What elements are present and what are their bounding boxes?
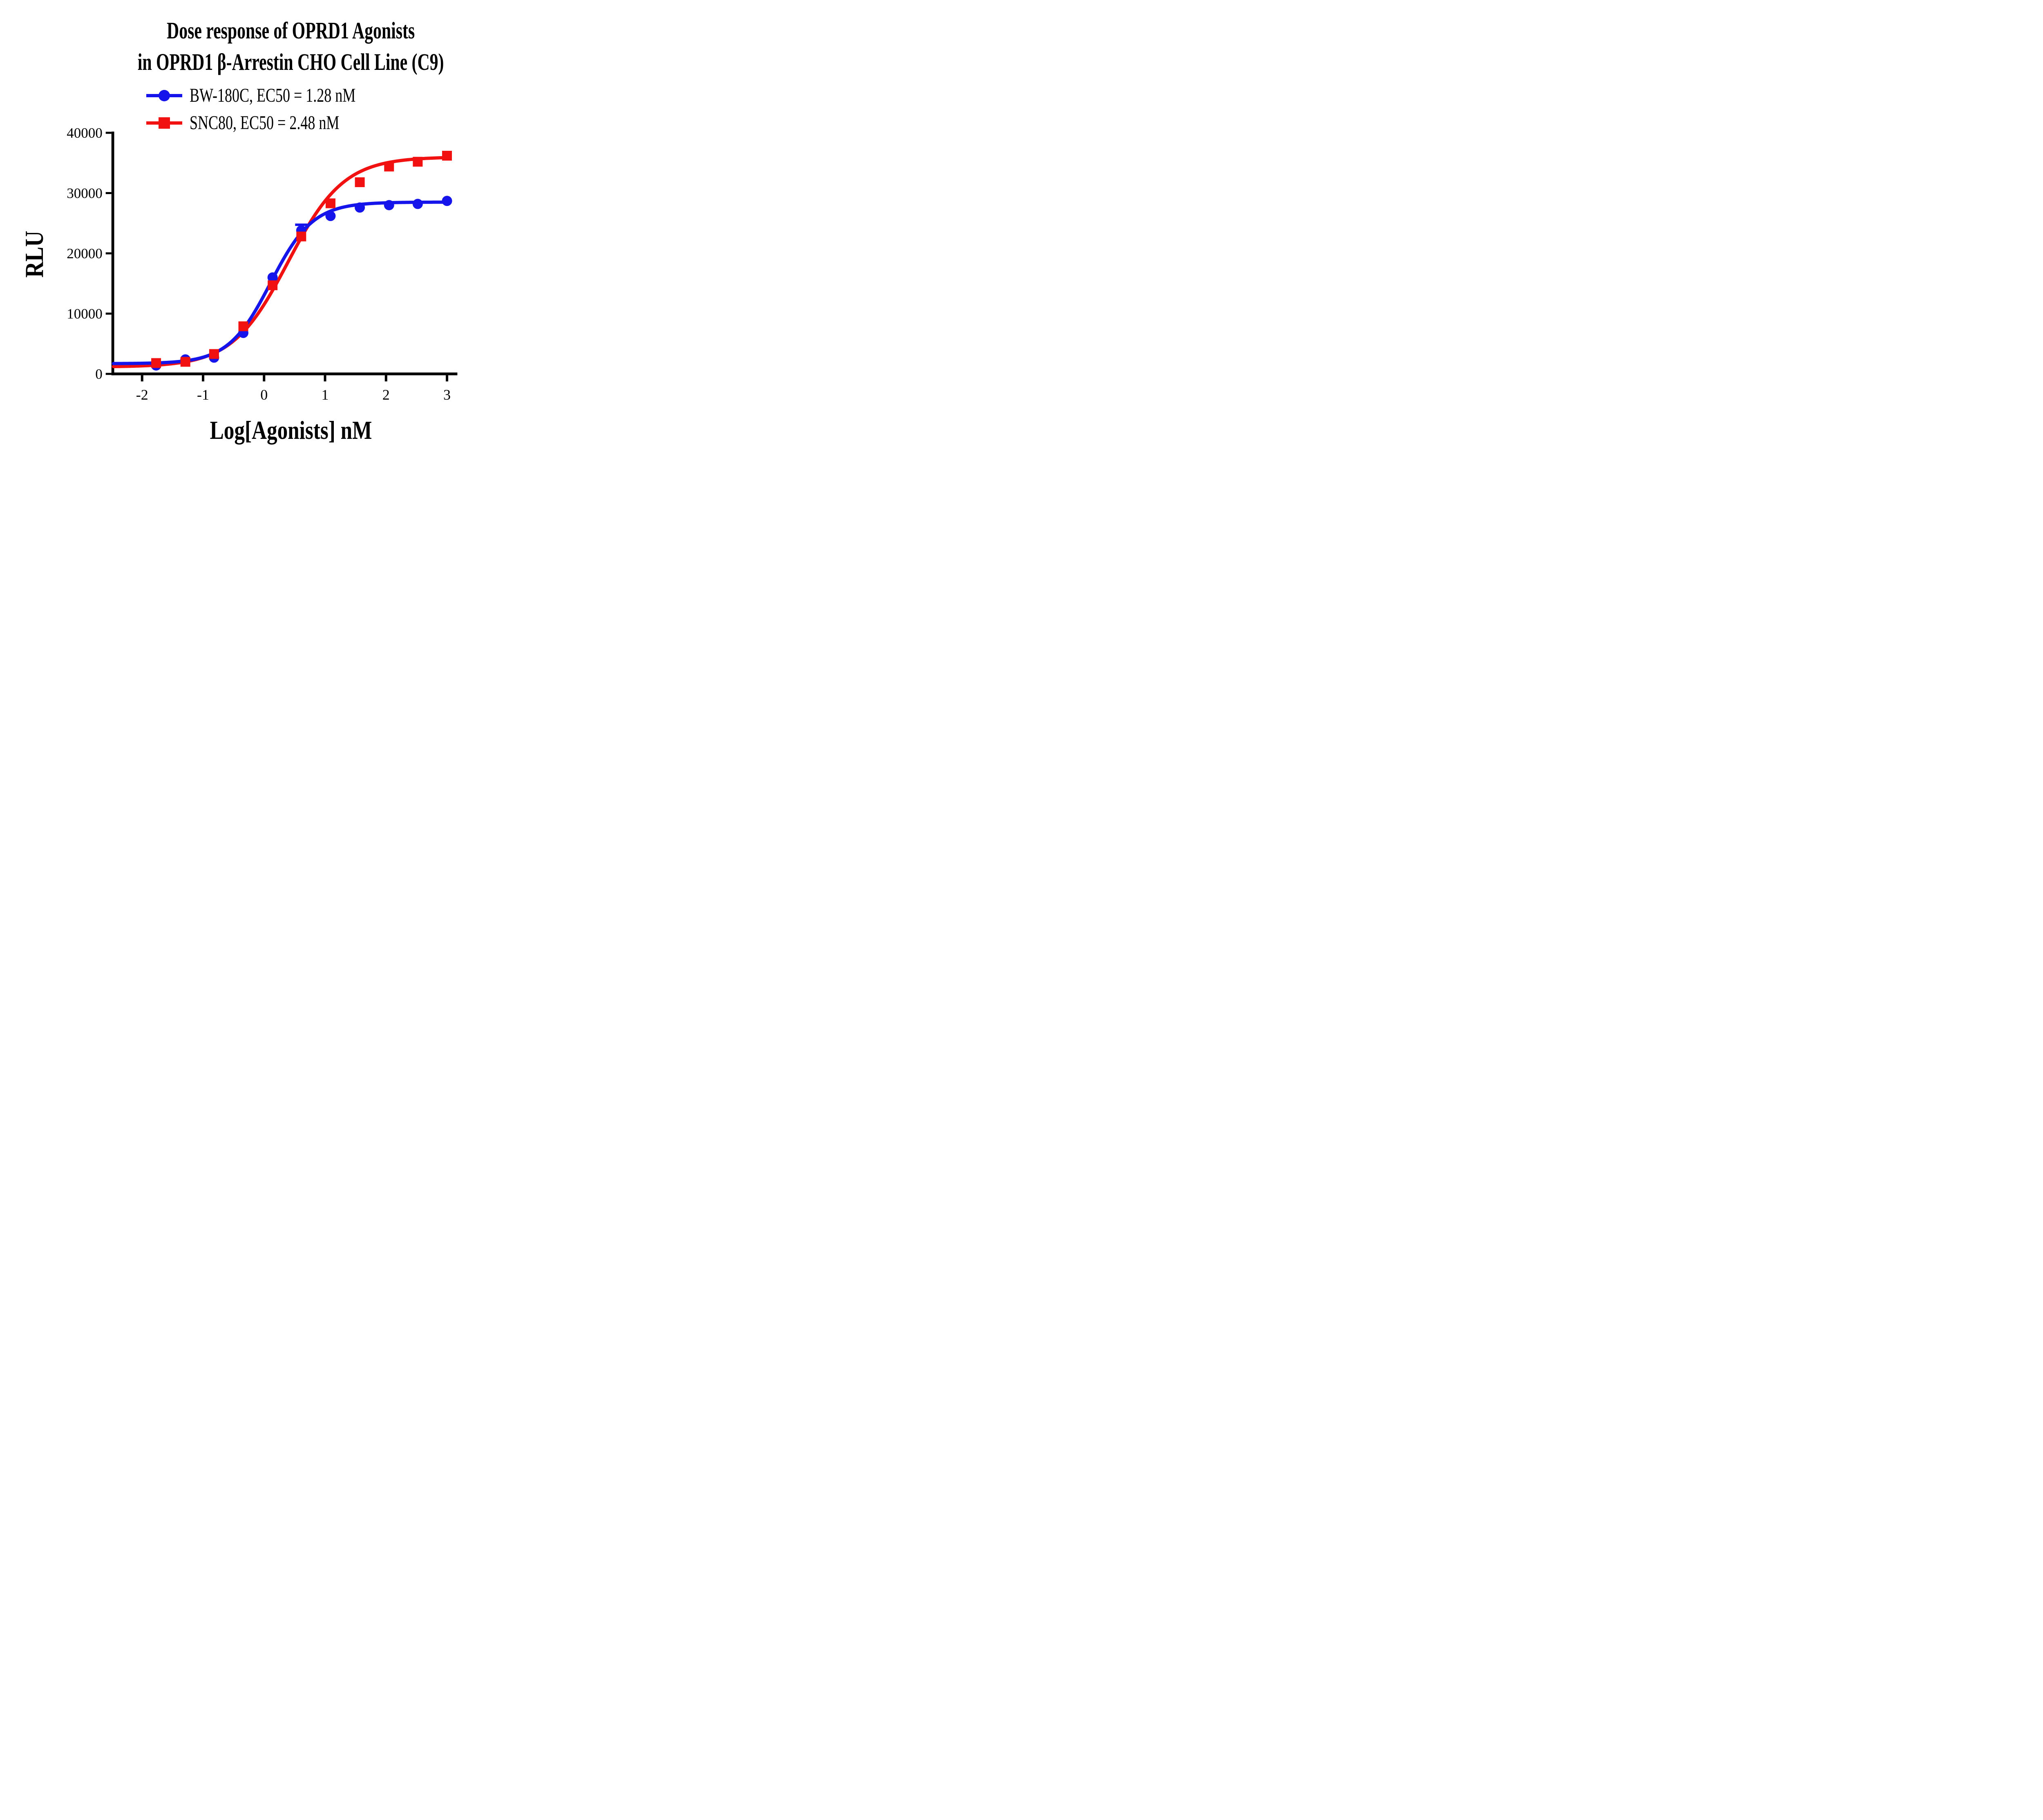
- data-point-SNC80-4: [268, 280, 278, 291]
- data-point-BW-180C-4: [267, 272, 278, 283]
- y-tick-label-40000: 40000: [67, 125, 103, 141]
- x-tick-2: [384, 375, 387, 382]
- y-tick-30000: [105, 192, 112, 194]
- data-point-SNC80-9: [413, 157, 423, 167]
- data-point-SNC80-0: [151, 358, 161, 368]
- data-point-BW-180C-8: [384, 200, 394, 210]
- legend-label-snc80: SNC80, EC50 = 2.48 nM: [190, 112, 340, 134]
- legend-marker-circle-icon: [146, 90, 182, 101]
- y-tick-10000: [105, 313, 112, 315]
- data-point-SNC80-2: [209, 349, 219, 359]
- data-point-SNC80-8: [384, 161, 394, 172]
- x-tick-label-3: 3: [443, 387, 451, 403]
- legend-item-bw180c: BW-180C, EC50 = 1.28 nM: [145, 85, 411, 106]
- y-tick-40000: [105, 132, 112, 134]
- data-point-SNC80-1: [180, 357, 190, 367]
- data-point-BW-180C-9: [412, 199, 423, 209]
- chart-title-line-2-text: in OPRD1 β-Arrestin CHO Cell Line (C9): [138, 49, 444, 75]
- y-tick-label-20000: 20000: [67, 246, 103, 262]
- x-tick-label-1: 1: [322, 387, 329, 403]
- data-point-SNC80-3: [238, 321, 248, 331]
- data-point-BW-180C-10: [442, 196, 452, 206]
- y-tick-20000: [105, 252, 112, 255]
- legend-item-snc80: SNC80, EC50 = 2.48 nM: [145, 112, 389, 134]
- data-point-SNC80-10: [442, 151, 452, 161]
- x-tick-3: [446, 375, 448, 382]
- x-tick-label-2: 2: [382, 387, 390, 403]
- y-tick-label-30000: 30000: [67, 186, 103, 201]
- figure: Dose response of OPRD1 Agonists in OPRD1…: [0, 0, 532, 455]
- x-axis-line: [111, 372, 458, 376]
- plot-svg: 0 10000 20000 30000 40000 -2 -1 0 1 2 3: [67, 125, 458, 403]
- y-tick-label-0: 0: [95, 366, 103, 382]
- chart-title-line-2: in OPRD1 β-Arrestin CHO Cell Line (C9): [50, 50, 532, 74]
- series-curve-BW-180C: [112, 200, 449, 365]
- x-tick-0: [263, 375, 266, 382]
- chart-title-line-1-text: Dose response of OPRD1 Agonists: [167, 17, 415, 44]
- x-tick-label--1: -1: [197, 387, 209, 403]
- x-tick-label-0: 0: [260, 387, 268, 403]
- y-tick-label-10000: 10000: [67, 306, 103, 322]
- chart-title-line-1: Dose response of OPRD1 Agonists: [50, 19, 532, 42]
- data-point-BW-180C-7: [355, 202, 365, 213]
- data-point-SNC80-6: [325, 198, 335, 208]
- x-axis-title: Log[Agonists] nM: [50, 415, 532, 445]
- y-tick-0: [105, 373, 112, 375]
- legend-label-bw180c: BW-180C, EC50 = 1.28 nM: [190, 85, 356, 106]
- x-tick--1: [202, 375, 204, 382]
- legend-marker-square-icon: [146, 117, 182, 129]
- y-axis-line: [111, 132, 114, 376]
- data-point-SNC80-5: [296, 231, 306, 241]
- legend-circle-blue: [159, 90, 170, 101]
- x-tick--2: [141, 375, 143, 382]
- legend-square-red: [159, 117, 170, 129]
- x-tick-1: [324, 375, 326, 382]
- data-point-BW-180C-6: [325, 211, 336, 221]
- data-point-SNC80-7: [355, 177, 365, 187]
- x-axis-title-text: Log[Agonists] nM: [210, 416, 372, 445]
- x-tick-label--2: -2: [136, 387, 148, 403]
